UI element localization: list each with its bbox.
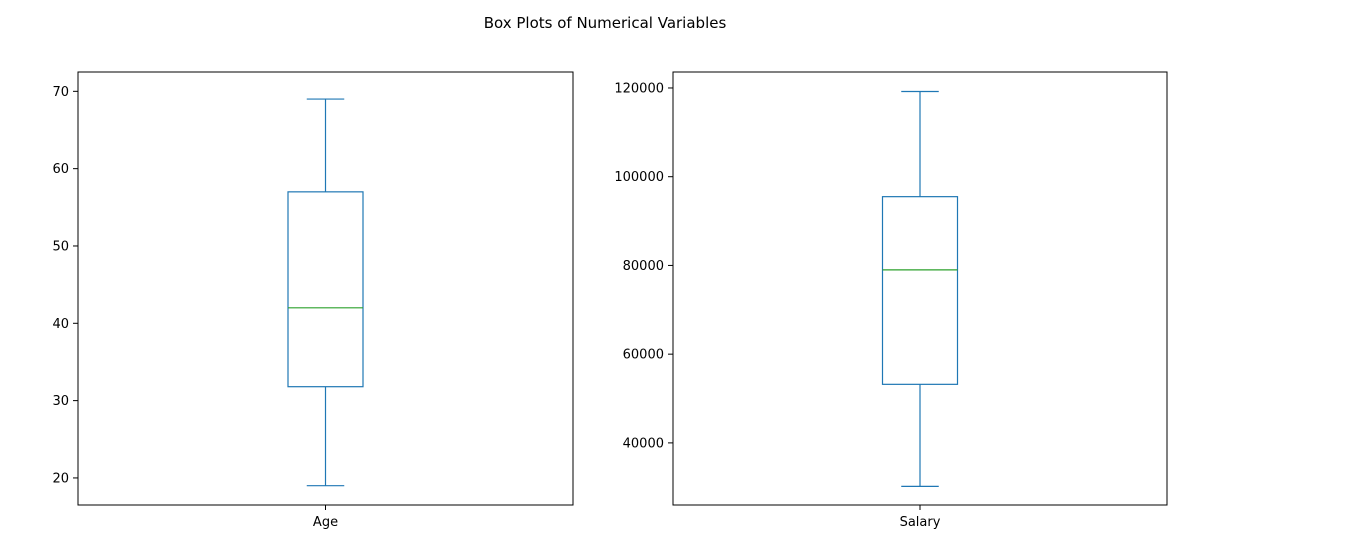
y-tick-label-age: 50 — [52, 239, 69, 254]
y-tick-label-salary: 120000 — [614, 81, 664, 96]
y-tick-label-salary: 60000 — [623, 348, 664, 363]
panels-group: 20 30 40 50 60 70 Age 40000 60000 80000 100000 1200… — [52, 71, 1168, 530]
y-tick-label-salary: 100000 — [614, 170, 664, 185]
panel-salary: 40000 60000 80000 100000 120000 Salary — [614, 71, 1168, 530]
y-tick-label-age: 30 — [52, 394, 69, 409]
y-tick-label-salary: 40000 — [623, 436, 664, 451]
y-tick-label-age: 60 — [52, 162, 69, 177]
chart-title: Box Plots of Numerical Variables — [484, 14, 727, 32]
x-tick-label-salary: Salary — [900, 515, 941, 530]
y-tick-label-age: 70 — [52, 85, 69, 100]
y-tick-label-salary: 80000 — [623, 259, 664, 274]
panel-age: 20 30 40 50 60 70 Age — [52, 71, 574, 530]
y-tick-label-age: 20 — [52, 471, 69, 486]
x-tick-label-age: Age — [313, 515, 338, 530]
box-age — [287, 191, 364, 388]
y-tick-label-age: 40 — [52, 317, 69, 332]
box-salary — [881, 196, 959, 385]
